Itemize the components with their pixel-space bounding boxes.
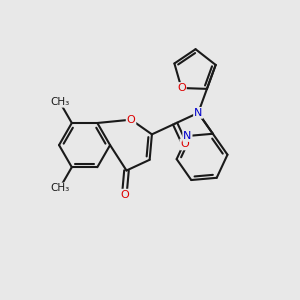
Text: CH₃: CH₃ [51, 97, 70, 107]
Text: N: N [194, 108, 202, 118]
Text: CH₃: CH₃ [51, 183, 70, 194]
Text: O: O [180, 140, 189, 149]
Text: O: O [177, 83, 186, 93]
Text: O: O [120, 190, 129, 200]
Text: N: N [183, 131, 192, 141]
Text: O: O [127, 115, 135, 125]
